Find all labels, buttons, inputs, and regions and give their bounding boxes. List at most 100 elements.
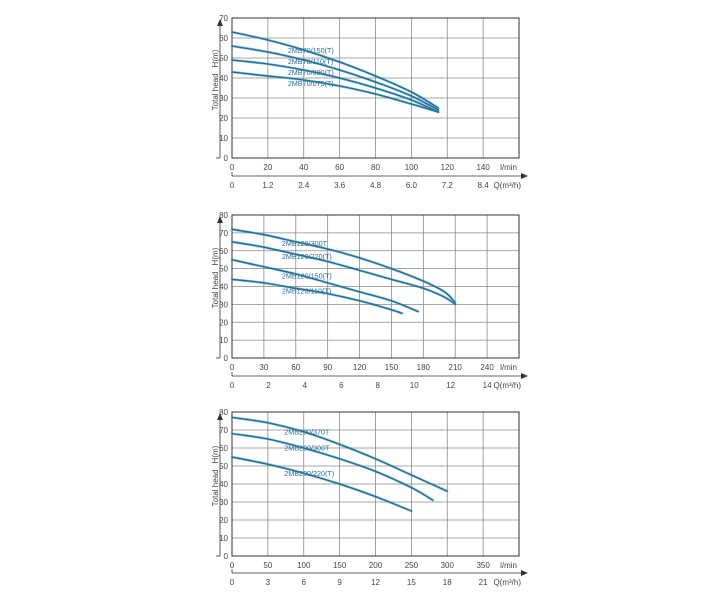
x-tick-label: 0 (230, 363, 235, 372)
series-label: 2MB200/300T (284, 444, 330, 453)
x2-axis-unit: Q(m³/h) (493, 181, 521, 190)
y-tick-label: 60 (219, 247, 228, 256)
y-axis-arrow (217, 19, 223, 26)
x2-tick-label: 0 (230, 381, 235, 390)
x-axis-unit: l/min (500, 163, 517, 172)
series-label: 2MB70/110(T) (288, 57, 333, 66)
x2-tick-label: 18 (443, 578, 452, 587)
x-axis-unit: l/min (500, 363, 517, 372)
y-tick-label: 40 (219, 480, 228, 489)
y-tick-label: 40 (219, 283, 228, 292)
x2-axis-unit: Q(m³/h) (493, 578, 521, 587)
series-label: 2MB70/150(T) (288, 46, 334, 55)
y-tick-label: 20 (219, 114, 228, 123)
y-tick-label: 80 (219, 211, 228, 220)
x-tick-label: 120 (353, 363, 367, 372)
y-tick-label: 10 (219, 134, 228, 143)
y-tick-label: 50 (219, 54, 228, 63)
x2-tick-label: 7.2 (442, 181, 454, 190)
plot-frame (231, 214, 520, 359)
series-label: 2MB200/220(T) (284, 469, 334, 478)
chart-1: 0 10 20 30 40 50 60 70 Total head H(m) 0 20 40 60 80 10… (211, 14, 528, 190)
x-axis-unit: l/min (500, 561, 517, 570)
x-tick-label: 150 (385, 363, 399, 372)
x2-tick-label: 0 (230, 181, 235, 190)
y-tick-label: 20 (219, 516, 228, 525)
y-tick-label: 30 (219, 300, 228, 309)
y-axis-label-unit: H(m) (211, 49, 220, 67)
y-tick-label: 0 (224, 354, 229, 363)
x-tick-label: 60 (291, 363, 300, 372)
x2-tick-label: 14 (483, 381, 492, 390)
series-curve (231, 432, 434, 501)
x2-tick-label: 4 (303, 381, 308, 390)
x2-tick-label: 6.0 (406, 181, 418, 190)
x2-tick-label: 4.8 (370, 181, 382, 190)
y-tick-label: 60 (219, 444, 228, 453)
x2-tick-label: 1.2 (262, 181, 274, 190)
x-tick-label: 150 (333, 561, 347, 570)
x2-tick-label: 3 (266, 578, 271, 587)
series-label: 2MB120/300T (282, 239, 328, 248)
x2-tick-label: 15 (407, 578, 416, 587)
x-tick-label: 210 (449, 363, 463, 372)
x2-tick-label: 8 (376, 381, 381, 390)
x-tick-label: 100 (297, 561, 311, 570)
y-axis-label: Total head H(m) (211, 49, 220, 110)
y-tick-label: 20 (219, 318, 228, 327)
x-tick-label: 120 (441, 163, 455, 172)
x2-tick-label: 2 (266, 381, 271, 390)
y-axis-label-unit: H(m) (211, 445, 220, 463)
y-tick-label: 10 (219, 336, 228, 345)
y-tick-label: 10 (219, 534, 228, 543)
series-curve-halo (230, 30, 440, 110)
x-tick-label: 140 (476, 163, 490, 172)
x-tick-label: 20 (263, 163, 272, 172)
y-tick-label: 50 (219, 265, 228, 274)
series-curve (231, 416, 448, 492)
y-axis-label: Total head H(m) (211, 445, 220, 506)
x-tick-label: 240 (480, 363, 494, 372)
x-tick-label: 250 (405, 561, 419, 570)
x-tick-label: 0 (230, 163, 235, 172)
plot-frame (231, 17, 520, 159)
y-tick-label: 40 (219, 74, 228, 83)
y-axis-arrow (217, 413, 223, 420)
plot-frame (231, 411, 520, 557)
series-curve (231, 31, 439, 109)
y-tick-label: 70 (219, 426, 228, 435)
y-tick-label: 0 (224, 552, 229, 561)
y-axis-label-main: Total head (211, 73, 220, 110)
y-tick-label: 30 (219, 94, 228, 103)
x2-tick-label: 12 (371, 578, 380, 587)
x2-axis-unit: Q(m³/h) (493, 381, 521, 390)
y-tick-label: 60 (219, 34, 228, 43)
series-label: 2MB120/110(T) (282, 287, 331, 296)
series-curve (231, 71, 439, 113)
series-label: 2MB120/150(T) (282, 271, 332, 280)
y-axis-label-main: Total head (211, 469, 220, 506)
y-axis-arrow (217, 216, 223, 223)
x2-tick-label: 9 (337, 578, 342, 587)
y-tick-label: 80 (219, 408, 228, 417)
series-label: 2MB70/090(T) (288, 68, 334, 77)
x2-axis-arrow (521, 570, 528, 576)
series-curve (231, 278, 403, 314)
series-curve-halo (230, 240, 457, 306)
x-tick-label: 0 (230, 561, 235, 570)
x2-tick-label: 2.4 (298, 181, 310, 190)
x-tick-label: 100 (405, 163, 419, 172)
y-tick-label: 50 (219, 462, 228, 471)
series-label: 2MB120/220(T) (282, 252, 332, 261)
y-tick-label: 70 (219, 229, 228, 238)
y-tick-label: 70 (219, 14, 228, 23)
x2-tick-label: 21 (479, 578, 488, 587)
x2-tick-label: 10 (410, 381, 419, 390)
series-curve (231, 456, 413, 512)
y-axis-label: Total head H(m) (211, 247, 220, 308)
x-tick-label: 80 (371, 163, 380, 172)
x-tick-label: 350 (476, 561, 490, 570)
x-tick-label: 90 (323, 363, 332, 372)
